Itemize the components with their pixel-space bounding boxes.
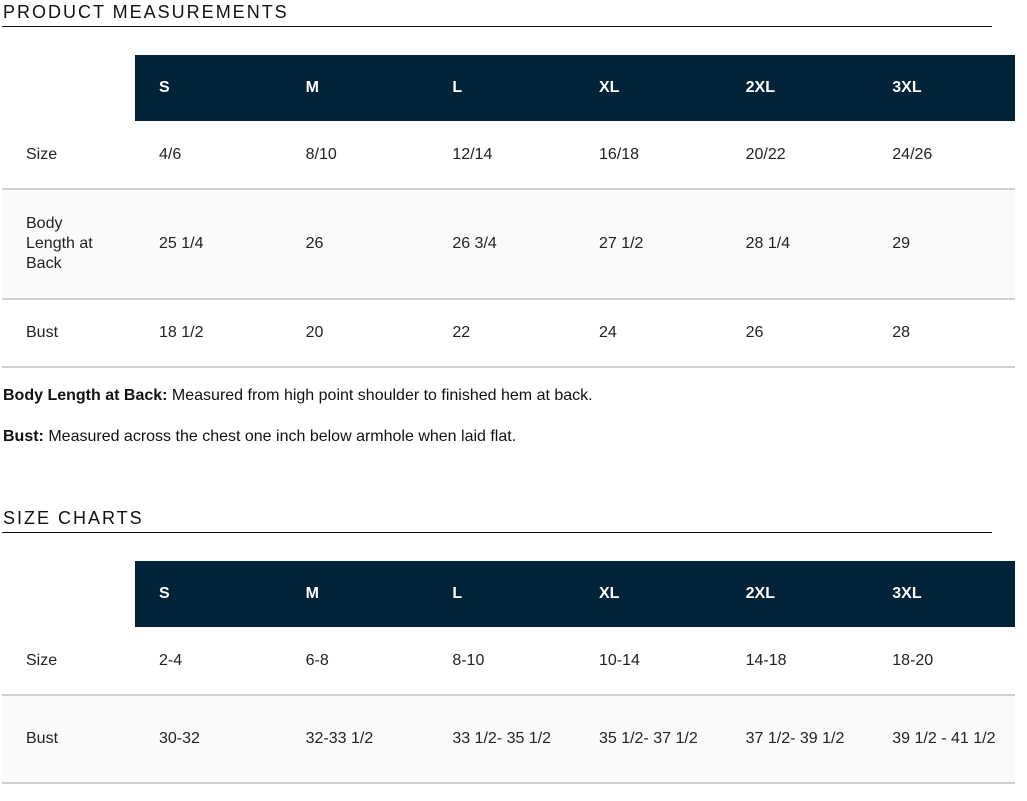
header-cell: XL [574, 561, 722, 627]
cell: 4/6 [135, 121, 282, 190]
cell: 2-4 [135, 627, 282, 696]
header-empty-cell [2, 561, 135, 627]
cell: 28 [868, 299, 1015, 368]
cell: 26 [281, 189, 429, 300]
note-body-length: Body Length at Back: Measured from high … [3, 387, 593, 405]
table-header-row: S M L XL 2XL 3XL [2, 561, 1015, 627]
cell: 18-20 [868, 627, 1015, 696]
cell: 26 3/4 [428, 189, 575, 300]
note-term: Body Length at Back: [3, 387, 168, 404]
cell: 16/18 [574, 121, 722, 190]
header-cell: S [135, 55, 282, 121]
cell: 27 1/2 [574, 189, 722, 300]
header-empty-cell [2, 55, 135, 121]
cell: 8-10 [428, 627, 575, 696]
header-cell: S [135, 561, 282, 627]
cell: 10-14 [574, 627, 722, 696]
row-label: Size [2, 627, 135, 696]
cell: 26 [721, 299, 869, 368]
row-label: Bust [2, 695, 135, 784]
table-row: Bust 30-32 32-33 1/2 33 1/2- 35 1/2 35 1… [2, 695, 1015, 784]
table-row: Size 4/6 8/10 12/14 16/18 20/22 24/26 [2, 121, 1015, 190]
header-cell: M [281, 561, 429, 627]
cell: 25 1/4 [135, 189, 282, 300]
cell: 35 1/2- 37 1/2 [574, 695, 722, 784]
note-text: Measured across the chest one inch below… [43, 428, 517, 445]
cell: 30-32 [135, 695, 282, 784]
section-divider [2, 532, 992, 533]
cell: 33 1/2- 35 1/2 [428, 695, 575, 784]
header-cell: L [428, 561, 575, 627]
note-text: Measured from high point shoulder to fin… [167, 387, 593, 404]
product-measurements-title: PRODUCT MEASUREMENTS [3, 2, 289, 22]
header-cell: M [281, 55, 429, 121]
note-bust: Bust: Measured across the chest one inch… [3, 428, 516, 446]
cell: 24 [574, 299, 722, 368]
cell: 20/22 [721, 121, 869, 190]
header-cell: 2XL [721, 561, 869, 627]
cell: 37 1/2- 39 1/2 [721, 695, 869, 784]
table-row: Bust 18 1/2 20 22 24 26 28 [2, 299, 1015, 368]
row-label: Size [2, 121, 135, 190]
table-row: Body Length at Back 25 1/4 26 26 3/4 27 … [2, 189, 1015, 300]
cell: 18 1/2 [135, 299, 282, 368]
cell: 6-8 [281, 627, 429, 696]
cell: 24/26 [868, 121, 1015, 190]
size-charts-table: S M L XL 2XL 3XL Size 2-4 6-8 8-10 10-14… [2, 561, 1015, 784]
cell: 22 [428, 299, 575, 368]
header-cell: 3XL [868, 561, 1015, 627]
header-cell: 2XL [721, 55, 869, 121]
section-divider [2, 26, 992, 27]
header-cell: L [428, 55, 575, 121]
note-term: Bust: [3, 428, 44, 445]
product-measurements-table: S M L XL 2XL 3XL Size 4/6 8/10 12/14 16/… [2, 55, 1015, 368]
cell: 39 1/2 - 41 1/2 [868, 695, 1015, 784]
cell: 8/10 [281, 121, 429, 190]
header-cell: 3XL [868, 55, 1015, 121]
size-charts-title: SIZE CHARTS [3, 508, 144, 528]
cell: 29 [868, 189, 1015, 300]
table-row: Size 2-4 6-8 8-10 10-14 14-18 18-20 [2, 627, 1015, 696]
cell: 12/14 [428, 121, 575, 190]
row-label: Bust [2, 299, 135, 368]
header-cell: XL [574, 55, 722, 121]
cell: 20 [281, 299, 429, 368]
cell: 14-18 [721, 627, 869, 696]
cell: 28 1/4 [721, 189, 869, 300]
row-label: Body Length at Back [2, 189, 135, 300]
cell: 32-33 1/2 [281, 695, 429, 784]
table-header-row: S M L XL 2XL 3XL [2, 55, 1015, 121]
